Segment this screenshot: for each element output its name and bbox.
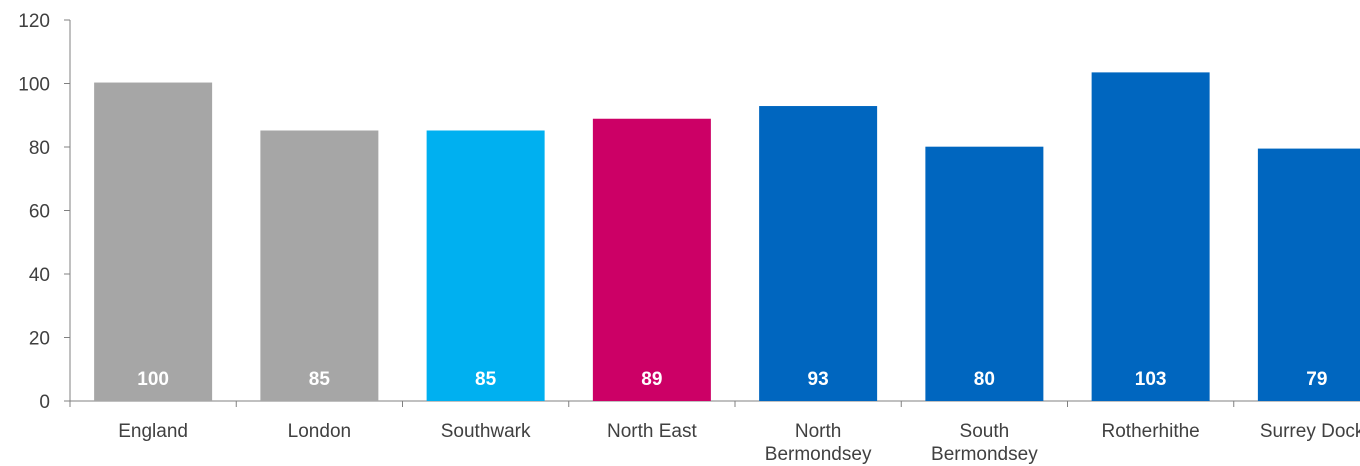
category-label: North Bermondsey <box>765 421 872 465</box>
category-label: South Bermondsey <box>931 421 1038 465</box>
data-labels: 100 85 85 89 93 80 103 79 <box>137 369 1327 390</box>
y-tick-label: 120 <box>18 11 50 32</box>
data-label: 85 <box>475 369 497 390</box>
data-label: 100 <box>137 369 169 390</box>
category-label: Surrey Docks <box>1260 421 1360 442</box>
category-label-line: England <box>118 421 188 442</box>
category-label-line: Surrey Docks <box>1260 421 1360 442</box>
bar-surrey-docks <box>1257 148 1360 401</box>
category-label: Rotherhithe <box>1102 421 1200 442</box>
category-label-line: North <box>795 421 841 442</box>
bar-england <box>94 82 213 402</box>
bar-london <box>260 130 379 402</box>
y-tick-label: 20 <box>29 329 50 350</box>
bar-southwark <box>426 130 545 402</box>
category-label: England <box>118 421 188 442</box>
data-label: 103 <box>1135 369 1167 390</box>
category-label-line: Rotherhithe <box>1102 421 1200 442</box>
category-label-line: South <box>960 421 1010 442</box>
category-labels: England London Southwark North East North Ber… <box>118 421 1360 465</box>
bars <box>94 72 1360 402</box>
data-label: 89 <box>641 369 662 390</box>
y-tick-label: 0 <box>39 392 50 413</box>
y-axis: 0 20 40 60 80 100 120 <box>18 11 71 413</box>
category-label-line: North East <box>607 421 697 442</box>
y-tick-label: 100 <box>18 75 50 96</box>
bar-north-east <box>592 118 711 402</box>
category-label-line: Bermondsey <box>765 444 872 465</box>
y-tick-label: 60 <box>29 202 50 223</box>
category-label-line: Bermondsey <box>931 444 1038 465</box>
bar-south-bermondsey <box>925 146 1044 401</box>
category-label-line: London <box>288 421 351 442</box>
data-label: 80 <box>974 369 995 390</box>
y-tick-label: 40 <box>29 265 50 286</box>
data-label: 79 <box>1306 369 1327 390</box>
bar-rotherhithe <box>1091 72 1210 401</box>
data-label: 93 <box>808 369 829 390</box>
bar-north-bermondsey <box>759 106 878 401</box>
x-axis <box>69 400 1360 407</box>
category-label-line: Southwark <box>441 421 531 442</box>
y-tick-label: 80 <box>29 138 50 159</box>
category-label: North East <box>607 421 697 442</box>
category-label: London <box>288 421 351 442</box>
category-label: Southwark <box>441 421 531 442</box>
data-label: 85 <box>309 369 331 390</box>
